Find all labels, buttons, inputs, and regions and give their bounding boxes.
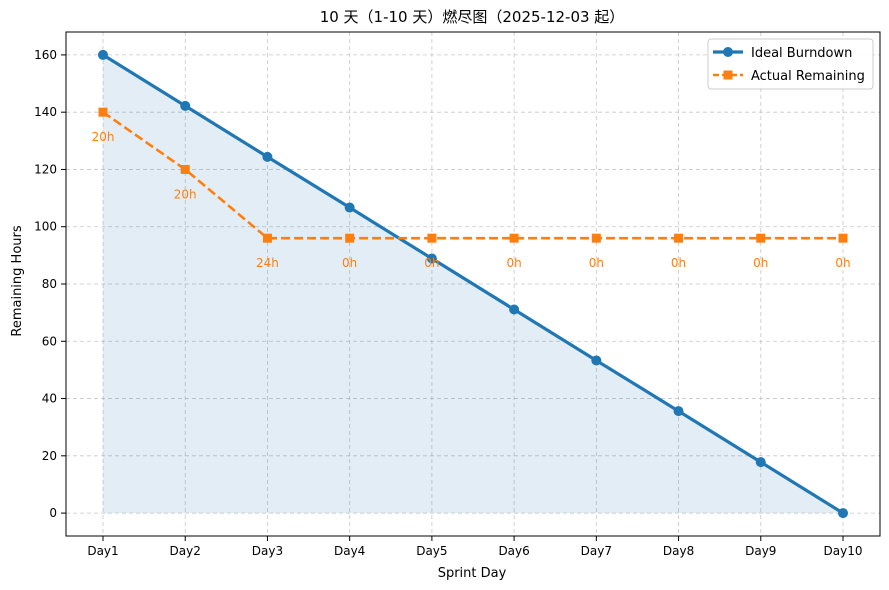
actual-point [262,233,272,243]
ideal-point [344,202,355,213]
x-tick-label: Day1 [87,544,118,558]
y-tick-label: 40 [42,392,57,406]
ideal-point [509,304,520,315]
x-tick-label: Day3 [252,544,283,558]
actual-data-label: 20h [174,187,197,201]
x-tick-label: Day8 [663,544,694,558]
y-axis-title: Remaining Hours [10,225,25,336]
y-tick-label: 160 [34,48,57,62]
x-tick-label: Day9 [745,544,776,558]
series-line-ideal [102,53,844,515]
x-tick-label: Day4 [334,544,365,558]
x-tick-label: Day7 [581,544,612,558]
actual-data-label: 0h [424,256,439,270]
actual-point [98,107,108,117]
y-tick-label: 120 [34,162,57,176]
actual-data-label: 0h [753,256,768,270]
ideal-point [426,253,437,264]
x-tick-label: Day10 [824,544,863,558]
y-tick-label: 20 [42,449,57,463]
actual-data-label: 0h [589,256,604,270]
ideal-point [673,406,684,417]
y-tick-label: 0 [49,506,57,520]
actual-data-label: 0h [506,256,521,270]
y-tick-label: 140 [34,105,57,119]
ideal-point [591,355,602,366]
legend-label: Ideal Burndown [751,46,852,61]
actual-data-label: 0h [342,256,357,270]
y-tick-label: 60 [42,334,57,348]
x-tick-label: Day6 [498,544,529,558]
legend-marker [723,47,733,57]
x-tick-label: Day2 [170,544,201,558]
ideal-point [180,100,191,111]
legend-box [707,38,874,90]
actual-point [345,233,355,243]
y-tick-label: 80 [42,277,57,291]
actual-data-label: 20h [92,130,115,144]
legend-marker [723,70,733,80]
ideal-point [755,457,766,468]
actual-point [509,233,519,243]
ideal-point [98,49,108,60]
actual-point [756,233,766,243]
y-tick-label: 100 [34,220,57,234]
legend-label: Actual Remaining [751,69,865,84]
actual-data-label: 24h [256,256,279,270]
actual-data-label: 0h [671,256,686,270]
actual-point [838,233,848,243]
actual-point [180,164,190,174]
actual-point [591,233,601,243]
actual-point [674,233,684,243]
ideal-point [838,508,848,519]
x-tick-label: Day5 [416,544,447,558]
x-axis-title: Sprint Day [438,566,507,581]
chart-title: 10 天（1-10 天）燃尽图（2025-12-03 起） [320,8,625,26]
actual-point [427,233,437,243]
actual-data-label: 0h [835,256,850,270]
ideal-point [262,151,273,162]
